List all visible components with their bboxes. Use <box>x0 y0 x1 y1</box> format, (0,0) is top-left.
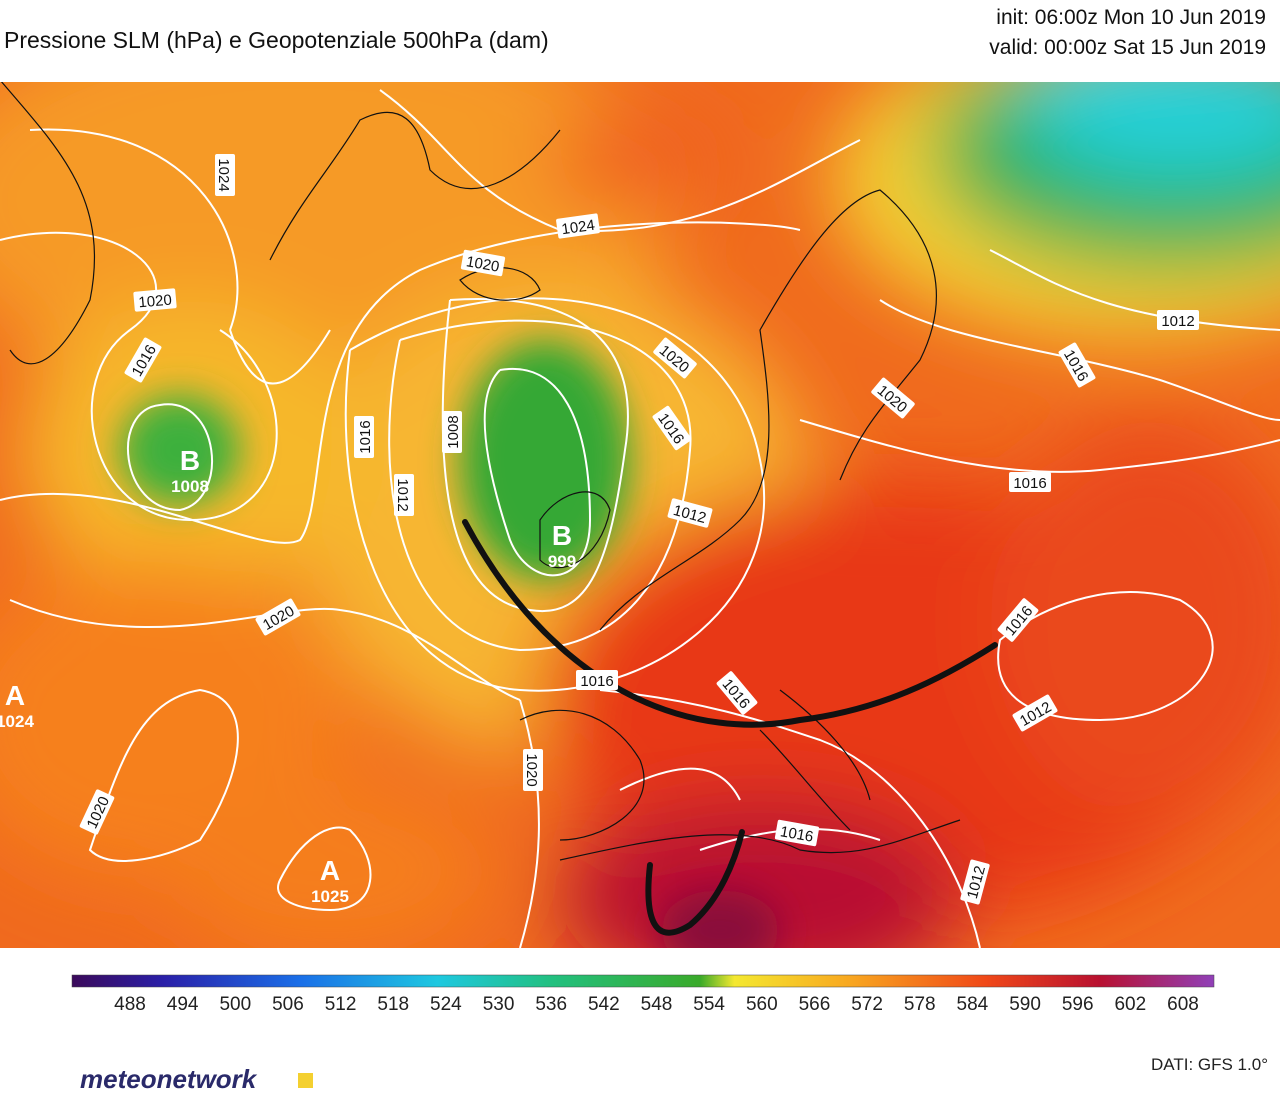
isobar-label: 1024 <box>556 213 600 239</box>
hand-drawn-marks <box>462 519 998 936</box>
colorbar-tick-label: 518 <box>377 994 409 1015</box>
isobar-label-box <box>667 498 713 528</box>
isobar-label: 1012 <box>394 474 414 516</box>
colorbar-tick-label: 488 <box>114 994 146 1015</box>
pressure-center-letter: B <box>180 445 200 476</box>
colorbar-tick-label: 500 <box>219 994 251 1015</box>
isobar-label-text: 1024 <box>561 217 596 238</box>
isobar-label-box <box>556 213 600 239</box>
isobar-label-box <box>394 474 414 516</box>
colorbar-tick-label: 524 <box>430 994 462 1015</box>
colorbar-tick-label: 584 <box>957 994 989 1015</box>
data-source: DATI: GFS 1.0° <box>1151 1055 1268 1074</box>
colorbar-tick-label: 536 <box>535 994 567 1015</box>
isobar-label-box <box>124 337 162 383</box>
colorbar-tick-label: 542 <box>588 994 620 1015</box>
isobar-label-text: 1024 <box>215 158 232 191</box>
pressure-center-letter: A <box>5 680 25 711</box>
isobar-label-box <box>997 598 1039 642</box>
isobar-label: 1012 <box>667 498 713 528</box>
pressure-center-letter: B <box>552 520 572 551</box>
isobar-label: 1008 <box>442 411 462 453</box>
isobar-label-box <box>442 411 462 453</box>
isobar-label-box <box>716 671 758 715</box>
isobar-label-box <box>133 288 177 312</box>
isobar-label-text: 1020 <box>465 253 501 276</box>
isobar-label: 1016 <box>354 416 374 458</box>
colorbar-tick-label: 596 <box>1062 994 1094 1015</box>
pressure-center-letter: A <box>320 855 340 886</box>
colorbar-ticks: 488 494 500 506 512 518 524 530 536 542 548 554 560 5… <box>114 994 1199 1015</box>
valid-time: valid: 00:00z Sat 15 Jun 2019 <box>989 36 1266 59</box>
isobar-label-text: 1016 <box>580 673 613 690</box>
isobar-label-text: 1016 <box>1013 475 1046 492</box>
isobar-label: 1024 <box>215 154 235 196</box>
init-time: init: 06:00z Mon 10 Jun 2019 <box>996 6 1266 29</box>
colorbar-tick-label: 572 <box>851 994 883 1015</box>
isobar-label-box <box>652 405 692 451</box>
isobar-label-box <box>1009 472 1051 492</box>
map-area: 1024 1024 1020 1020 1016 1016 1008 1012 1020 1016… <box>0 82 1280 948</box>
isobar-label-text: 1016 <box>357 420 374 453</box>
colorbar-tick-label: 530 <box>483 994 515 1015</box>
coastlines <box>0 82 961 861</box>
colorbar-tick-label: 608 <box>1167 994 1199 1015</box>
isobars <box>0 89 1280 948</box>
colorbar-tick-label: 578 <box>904 994 936 1015</box>
isobar-label-box <box>523 749 543 791</box>
isobar-label: 1016 <box>1009 472 1051 492</box>
isobar-label-box <box>215 154 235 196</box>
isobar-label-box <box>1012 694 1058 732</box>
logo-square <box>298 1073 313 1088</box>
colorbar-tick-label: 494 <box>167 994 199 1015</box>
isobar-label: 1020 <box>523 749 543 791</box>
isobar-label-box <box>255 598 301 636</box>
colorbar-tick-label: 560 <box>746 994 778 1015</box>
isobar-label: 1012 <box>960 859 990 905</box>
isobar-label-box <box>79 789 115 835</box>
logo: meteonetwork <box>80 1064 258 1094</box>
isobar-label-box <box>774 819 820 847</box>
colorbar-tick-label: 548 <box>641 994 673 1015</box>
isobar-label: 1012 <box>1157 310 1199 330</box>
isobar-label-text: 1020 <box>138 292 173 312</box>
isobar-label-box <box>1157 310 1199 330</box>
isobar-label-box <box>460 249 506 277</box>
isobar-label: 1016 <box>774 819 820 847</box>
isobar-label-box <box>1058 342 1096 388</box>
pressure-center-value: 999 <box>548 552 576 571</box>
map-title: Pressione SLM (hPa) e Geopotenziale 500h… <box>4 27 549 53</box>
colorbar-tick-label: 512 <box>325 994 357 1015</box>
isobar-label: 1016 <box>576 670 618 690</box>
colorbar-tick-label: 506 <box>272 994 304 1015</box>
pressure-center-value: 1024 <box>0 712 34 731</box>
isobar-label: 1020 <box>460 249 506 277</box>
colorbar <box>71 974 1215 988</box>
geopotential-field <box>0 82 1280 948</box>
isobar-label-text: 1016 <box>779 823 815 846</box>
colorbar-tick-label: 602 <box>1114 994 1146 1015</box>
isobar-label-text: 1020 <box>523 753 540 786</box>
isobar-label-box <box>960 859 990 905</box>
isobar-label-box <box>653 337 697 379</box>
pressure-center-value: 1008 <box>171 477 209 496</box>
isobar-label-box <box>354 416 374 458</box>
isobar-label-text: 1008 <box>445 415 462 448</box>
isobar-label-text: 1012 <box>1161 313 1194 330</box>
colorbar-tick-label: 590 <box>1009 994 1041 1015</box>
colorbar-tick-label: 566 <box>799 994 831 1015</box>
isobar-label-text: 1012 <box>394 478 411 511</box>
pressure-center-value: 1025 <box>311 887 349 906</box>
colorbar-tick-label: 554 <box>693 994 725 1015</box>
isobar-label: 1020 <box>133 288 177 312</box>
isobar-label-box <box>576 670 618 690</box>
isobar-label-box <box>871 377 915 419</box>
